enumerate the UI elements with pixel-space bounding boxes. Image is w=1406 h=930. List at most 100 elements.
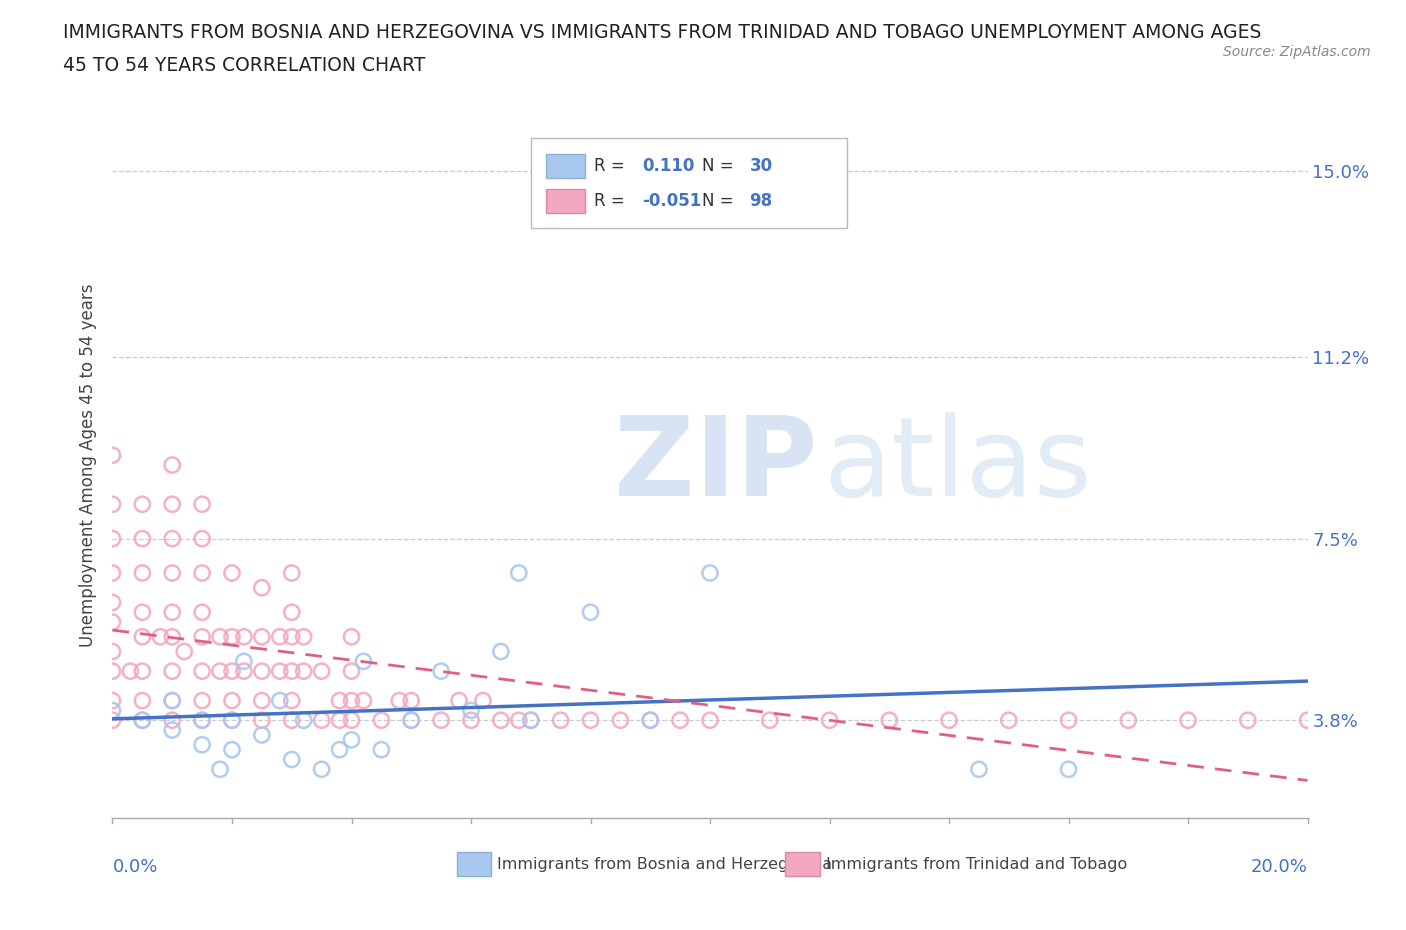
Point — [233, 664, 256, 679]
Point — [191, 604, 214, 619]
Point — [101, 447, 124, 462]
Point — [508, 565, 530, 580]
Point — [131, 693, 153, 708]
Point — [579, 604, 602, 619]
Point — [292, 664, 315, 679]
Point — [520, 712, 543, 727]
Point — [149, 630, 172, 644]
Text: atlas: atlas — [824, 411, 1092, 519]
Point — [311, 712, 333, 727]
Point — [101, 703, 124, 718]
Point — [131, 712, 153, 727]
Point — [162, 664, 183, 679]
Point — [998, 712, 1021, 727]
Point — [281, 712, 304, 727]
Point — [311, 762, 333, 777]
Text: 20.0%: 20.0% — [1251, 857, 1308, 876]
Text: N =: N = — [702, 193, 734, 210]
Point — [353, 693, 375, 708]
Point — [250, 693, 273, 708]
Point — [340, 630, 363, 644]
Text: 45 TO 54 YEARS CORRELATION CHART: 45 TO 54 YEARS CORRELATION CHART — [63, 56, 426, 74]
FancyBboxPatch shape — [786, 852, 820, 876]
Point — [162, 712, 183, 727]
Text: -0.051: -0.051 — [643, 193, 702, 210]
Text: 0.110: 0.110 — [643, 157, 695, 175]
Point — [101, 531, 124, 546]
Text: N =: N = — [702, 157, 734, 175]
Text: ZIP: ZIP — [614, 411, 818, 519]
Point — [329, 742, 352, 757]
Text: R =: R = — [595, 193, 624, 210]
Point — [879, 712, 901, 727]
Point — [609, 712, 631, 727]
FancyBboxPatch shape — [531, 138, 848, 228]
Point — [250, 580, 273, 595]
Point — [269, 693, 291, 708]
Point — [550, 712, 572, 727]
Point — [1296, 712, 1319, 727]
Point — [401, 712, 423, 727]
Point — [191, 712, 214, 727]
Point — [209, 762, 232, 777]
Point — [162, 693, 183, 708]
Text: Immigrants from Bosnia and Herzegovina: Immigrants from Bosnia and Herzegovina — [498, 857, 832, 871]
Point — [221, 693, 243, 708]
Point — [131, 712, 153, 727]
Point — [191, 630, 214, 644]
Point — [699, 565, 721, 580]
Point — [131, 630, 153, 644]
Text: R =: R = — [595, 157, 624, 175]
Point — [209, 630, 232, 644]
Point — [329, 712, 352, 727]
Point — [162, 565, 183, 580]
Point — [162, 693, 183, 708]
Point — [460, 703, 482, 718]
Point — [101, 615, 124, 630]
Text: IMMIGRANTS FROM BOSNIA AND HERZEGOVINA VS IMMIGRANTS FROM TRINIDAD AND TOBAGO UN: IMMIGRANTS FROM BOSNIA AND HERZEGOVINA V… — [63, 23, 1261, 42]
Point — [938, 712, 960, 727]
Text: 98: 98 — [749, 193, 772, 210]
Point — [221, 565, 243, 580]
Point — [162, 458, 183, 472]
Point — [292, 712, 315, 727]
Point — [818, 712, 841, 727]
Point — [1057, 762, 1080, 777]
Point — [669, 712, 692, 727]
Point — [221, 664, 243, 679]
Point — [281, 630, 304, 644]
Point — [162, 630, 183, 644]
Point — [699, 712, 721, 727]
Point — [173, 644, 195, 659]
Point — [401, 693, 423, 708]
Point — [101, 565, 124, 580]
Point — [131, 497, 153, 512]
Point — [221, 712, 243, 727]
Point — [233, 630, 256, 644]
Point — [131, 664, 153, 679]
Point — [191, 693, 214, 708]
Point — [281, 604, 304, 619]
Text: Immigrants from Trinidad and Tobago: Immigrants from Trinidad and Tobago — [825, 857, 1128, 871]
Point — [250, 630, 273, 644]
Point — [370, 712, 392, 727]
FancyBboxPatch shape — [457, 852, 491, 876]
Point — [101, 664, 124, 679]
Point — [340, 712, 363, 727]
Point — [388, 693, 411, 708]
Text: 0.0%: 0.0% — [112, 857, 157, 876]
Point — [233, 654, 256, 669]
Point — [250, 727, 273, 742]
Point — [967, 762, 990, 777]
Point — [340, 664, 363, 679]
Point — [131, 604, 153, 619]
Point — [191, 497, 214, 512]
Point — [311, 664, 333, 679]
Point — [101, 693, 124, 708]
Point — [269, 664, 291, 679]
Point — [101, 497, 124, 512]
Point — [1057, 712, 1080, 727]
Point — [449, 693, 471, 708]
Point — [489, 644, 512, 659]
Point — [281, 565, 304, 580]
